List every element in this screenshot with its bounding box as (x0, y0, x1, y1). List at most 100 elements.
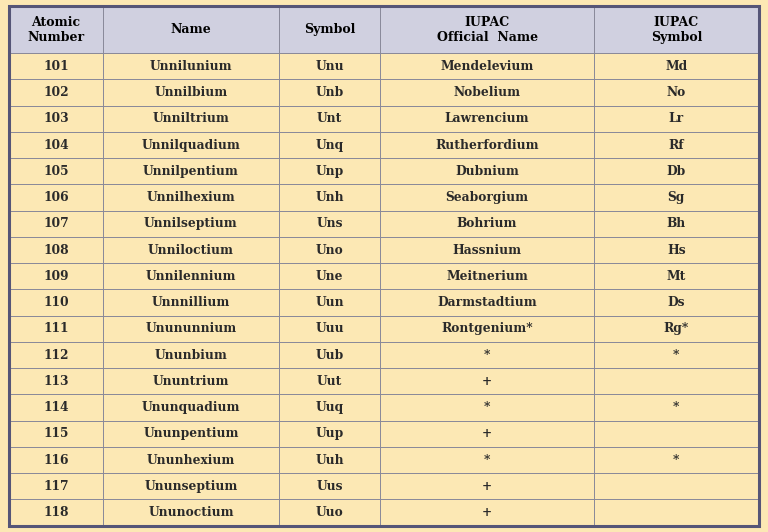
Bar (380, 106, 594, 132)
Bar (9, 263, 103, 289)
Text: 118: 118 (43, 506, 69, 519)
Text: Unnnillium: Unnnillium (152, 296, 230, 309)
Text: Unnilseptium: Unnilseptium (144, 217, 238, 230)
Text: Uuu: Uuu (316, 322, 344, 335)
Bar (9, 289, 103, 315)
Text: +: + (482, 480, 492, 493)
Text: Darmstadtium: Darmstadtium (437, 296, 537, 309)
Text: Ds: Ds (667, 296, 685, 309)
Bar (380, 211, 594, 237)
Bar (279, 132, 380, 158)
Bar (380, 79, 594, 106)
Bar (594, 421, 759, 447)
Text: Hs: Hs (667, 244, 686, 256)
Text: Unununnium: Unununnium (145, 322, 237, 335)
Text: 111: 111 (43, 322, 69, 335)
Bar (279, 342, 380, 368)
Text: Unnilquadium: Unnilquadium (141, 138, 240, 152)
Bar (594, 342, 759, 368)
Bar (380, 263, 594, 289)
Bar (380, 473, 594, 500)
Bar (594, 211, 759, 237)
Bar (594, 394, 759, 421)
Bar (103, 158, 279, 185)
Text: 117: 117 (43, 480, 69, 493)
Bar (380, 315, 594, 342)
Bar (279, 315, 380, 342)
Bar (279, 106, 380, 132)
Bar (279, 473, 380, 500)
Bar (103, 185, 279, 211)
Bar (594, 132, 759, 158)
Bar (9, 394, 103, 421)
Bar (594, 447, 759, 473)
Text: *: * (673, 401, 680, 414)
Text: Md: Md (665, 60, 687, 73)
Text: Bohrium: Bohrium (457, 217, 518, 230)
Text: 112: 112 (43, 348, 69, 362)
Bar (380, 394, 594, 421)
Text: Ununoctium: Ununoctium (148, 506, 233, 519)
Bar (9, 106, 103, 132)
Text: 104: 104 (43, 138, 69, 152)
Text: 102: 102 (43, 86, 69, 99)
Bar (9, 447, 103, 473)
Bar (279, 185, 380, 211)
Bar (594, 500, 759, 526)
Bar (279, 237, 380, 263)
Text: Lr: Lr (669, 112, 684, 126)
Text: No: No (667, 86, 686, 99)
Bar (9, 132, 103, 158)
Bar (103, 394, 279, 421)
Bar (103, 289, 279, 315)
Bar (594, 368, 759, 394)
Bar (279, 289, 380, 315)
Text: Unnilhexium: Unnilhexium (147, 191, 235, 204)
Text: Uut: Uut (317, 375, 343, 388)
Text: 109: 109 (43, 270, 69, 283)
Bar (279, 211, 380, 237)
Bar (103, 421, 279, 447)
Bar (380, 289, 594, 315)
Bar (103, 79, 279, 106)
Text: *: * (673, 453, 680, 467)
Text: Ununpentium: Ununpentium (144, 427, 239, 440)
Text: Ununtrium: Ununtrium (153, 375, 229, 388)
Text: Ununbium: Ununbium (154, 348, 227, 362)
Bar (380, 237, 594, 263)
Bar (380, 342, 594, 368)
Bar (594, 315, 759, 342)
Bar (594, 79, 759, 106)
Text: *: * (484, 453, 490, 467)
Text: Unniltrium: Unniltrium (153, 112, 230, 126)
Text: Rutherfordium: Rutherfordium (435, 138, 539, 152)
Bar (9, 473, 103, 500)
Bar (279, 447, 380, 473)
Bar (103, 263, 279, 289)
Bar (9, 158, 103, 185)
Bar (380, 447, 594, 473)
Text: Dubnium: Dubnium (455, 165, 519, 178)
Bar (594, 6, 759, 53)
Text: Une: Une (316, 270, 343, 283)
Bar (279, 394, 380, 421)
Text: Lawrencium: Lawrencium (445, 112, 529, 126)
Text: Uuo: Uuo (316, 506, 343, 519)
Text: Ununhexium: Ununhexium (147, 453, 235, 467)
Bar (594, 185, 759, 211)
Text: Uub: Uub (316, 348, 344, 362)
Text: 106: 106 (43, 191, 69, 204)
Text: 116: 116 (43, 453, 69, 467)
Text: Unnilennium: Unnilennium (146, 270, 237, 283)
Text: 115: 115 (43, 427, 69, 440)
Bar (103, 447, 279, 473)
Text: 108: 108 (43, 244, 69, 256)
Text: Db: Db (667, 165, 686, 178)
Bar (594, 289, 759, 315)
Bar (9, 500, 103, 526)
Bar (103, 500, 279, 526)
Text: IUPAC
Symbol: IUPAC Symbol (650, 16, 702, 44)
Text: Unniloctium: Unniloctium (148, 244, 234, 256)
Text: +: + (482, 427, 492, 440)
Bar (594, 473, 759, 500)
